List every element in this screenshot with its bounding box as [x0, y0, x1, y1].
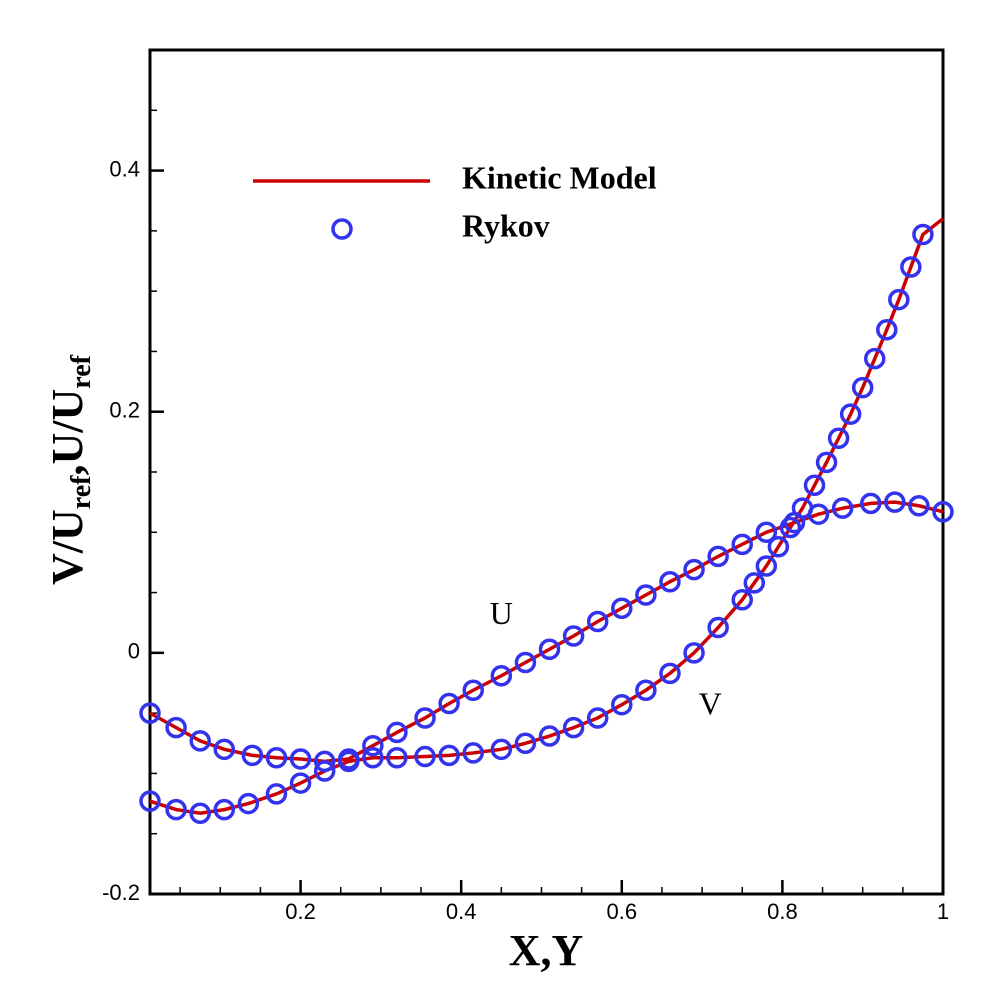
rykov-marker — [213, 798, 236, 821]
rykov-marker — [189, 730, 211, 752]
rykov-marker — [514, 732, 537, 755]
rykov-marker — [683, 642, 705, 664]
rykov-marker — [414, 707, 436, 729]
curve-label: U — [490, 595, 513, 631]
rykov-marker — [490, 665, 513, 687]
rykov-marker — [827, 427, 850, 449]
rykov-marker — [791, 497, 814, 519]
x-tick-label: 0.2 — [285, 899, 316, 924]
rykov-marker — [414, 745, 436, 768]
rykov-marker — [213, 738, 236, 761]
rykov-marker — [851, 376, 874, 399]
y-tick-label: -0.2 — [102, 880, 140, 905]
rykov-marker — [767, 536, 790, 558]
rykov-marker — [908, 495, 930, 517]
y-axis-label: V/Uref,U/Uref — [43, 354, 97, 585]
rykov-marker — [755, 555, 778, 577]
rykov-marker — [165, 716, 187, 739]
y-axis-label-text: ,U/U — [43, 389, 92, 476]
rykov-marker — [659, 570, 681, 593]
rykov-marker — [362, 747, 384, 769]
legend-label: Rykov — [462, 207, 550, 243]
rykov-marker — [462, 742, 484, 764]
rykov-marker — [912, 223, 934, 246]
rykov-marker — [139, 702, 161, 724]
rykov-marker — [731, 533, 753, 556]
rykov-marker — [562, 716, 585, 739]
rykov-marker — [490, 738, 513, 761]
rykov-marker — [743, 572, 766, 594]
rykov-marker — [338, 750, 360, 773]
rykov-marker — [386, 747, 408, 769]
rykov-marker — [313, 760, 336, 782]
rykov-marker — [900, 256, 922, 278]
rykov-marker — [779, 516, 802, 539]
rykov-marker — [859, 492, 882, 515]
rykov-marker — [635, 679, 657, 701]
rykov-marker — [932, 501, 954, 523]
rykov-marker — [538, 725, 561, 747]
y-tick-label: 0 — [128, 639, 140, 664]
rykov-marker — [241, 744, 264, 767]
rykov-marker — [659, 662, 681, 685]
x-tick-label: 1 — [937, 899, 949, 924]
rykov-marker — [586, 707, 609, 729]
rykov-marker — [289, 772, 312, 794]
rykov-marker — [863, 347, 886, 370]
y-tick-label: 0.4 — [109, 156, 140, 181]
rykov-marker — [611, 693, 633, 716]
rykov-marker — [831, 497, 854, 519]
y-axis-label-subscript: ref — [66, 354, 97, 388]
rykov-marker — [165, 798, 187, 821]
rykov-marker — [189, 802, 211, 824]
rykov-marker — [139, 790, 161, 812]
kinetic-line — [149, 500, 944, 764]
rykov-marker — [635, 584, 657, 606]
rykov-marker — [438, 744, 460, 767]
rykov-marker — [815, 451, 838, 474]
rykov-marker — [707, 545, 729, 568]
rykov-marker — [265, 747, 288, 769]
rykov-marker — [731, 589, 753, 611]
rykov-marker — [884, 491, 906, 513]
rykov-marker — [888, 288, 910, 311]
rykov-marker — [237, 792, 260, 815]
rykov-marker — [362, 734, 384, 757]
x-tick-label: 0.8 — [767, 899, 798, 924]
rykov-marker — [538, 638, 561, 660]
y-tick-label: 0.2 — [109, 398, 140, 423]
rykov-marker — [438, 692, 460, 715]
rykov-marker — [876, 318, 898, 341]
rykov-marker — [611, 597, 633, 619]
x-axis-label: X,Y — [509, 926, 584, 975]
x-tick-label: 0.6 — [606, 899, 637, 924]
rykov-marker — [683, 558, 705, 581]
legend-marker — [331, 218, 353, 240]
kinetic-line — [149, 217, 945, 815]
y-axis-label-subscript: ref — [66, 475, 97, 509]
rykov-marker — [386, 721, 408, 744]
y-axis-label-text: V/U — [43, 509, 92, 585]
rykov-marker — [803, 474, 826, 497]
rykov-marker — [265, 783, 288, 805]
curve-label: V — [699, 685, 722, 721]
rykov-marker — [289, 748, 312, 770]
rykov-marker — [514, 651, 537, 674]
x-tick-label: 0.4 — [446, 899, 477, 924]
rykov-marker — [755, 521, 778, 544]
rykov-marker — [313, 750, 336, 773]
rykov-marker — [462, 679, 484, 701]
legend-label: Kinetic Model — [462, 159, 657, 195]
rykov-marker — [562, 625, 585, 647]
rykov-marker — [586, 610, 609, 633]
rykov-marker — [839, 403, 862, 425]
rykov-marker — [707, 616, 729, 639]
